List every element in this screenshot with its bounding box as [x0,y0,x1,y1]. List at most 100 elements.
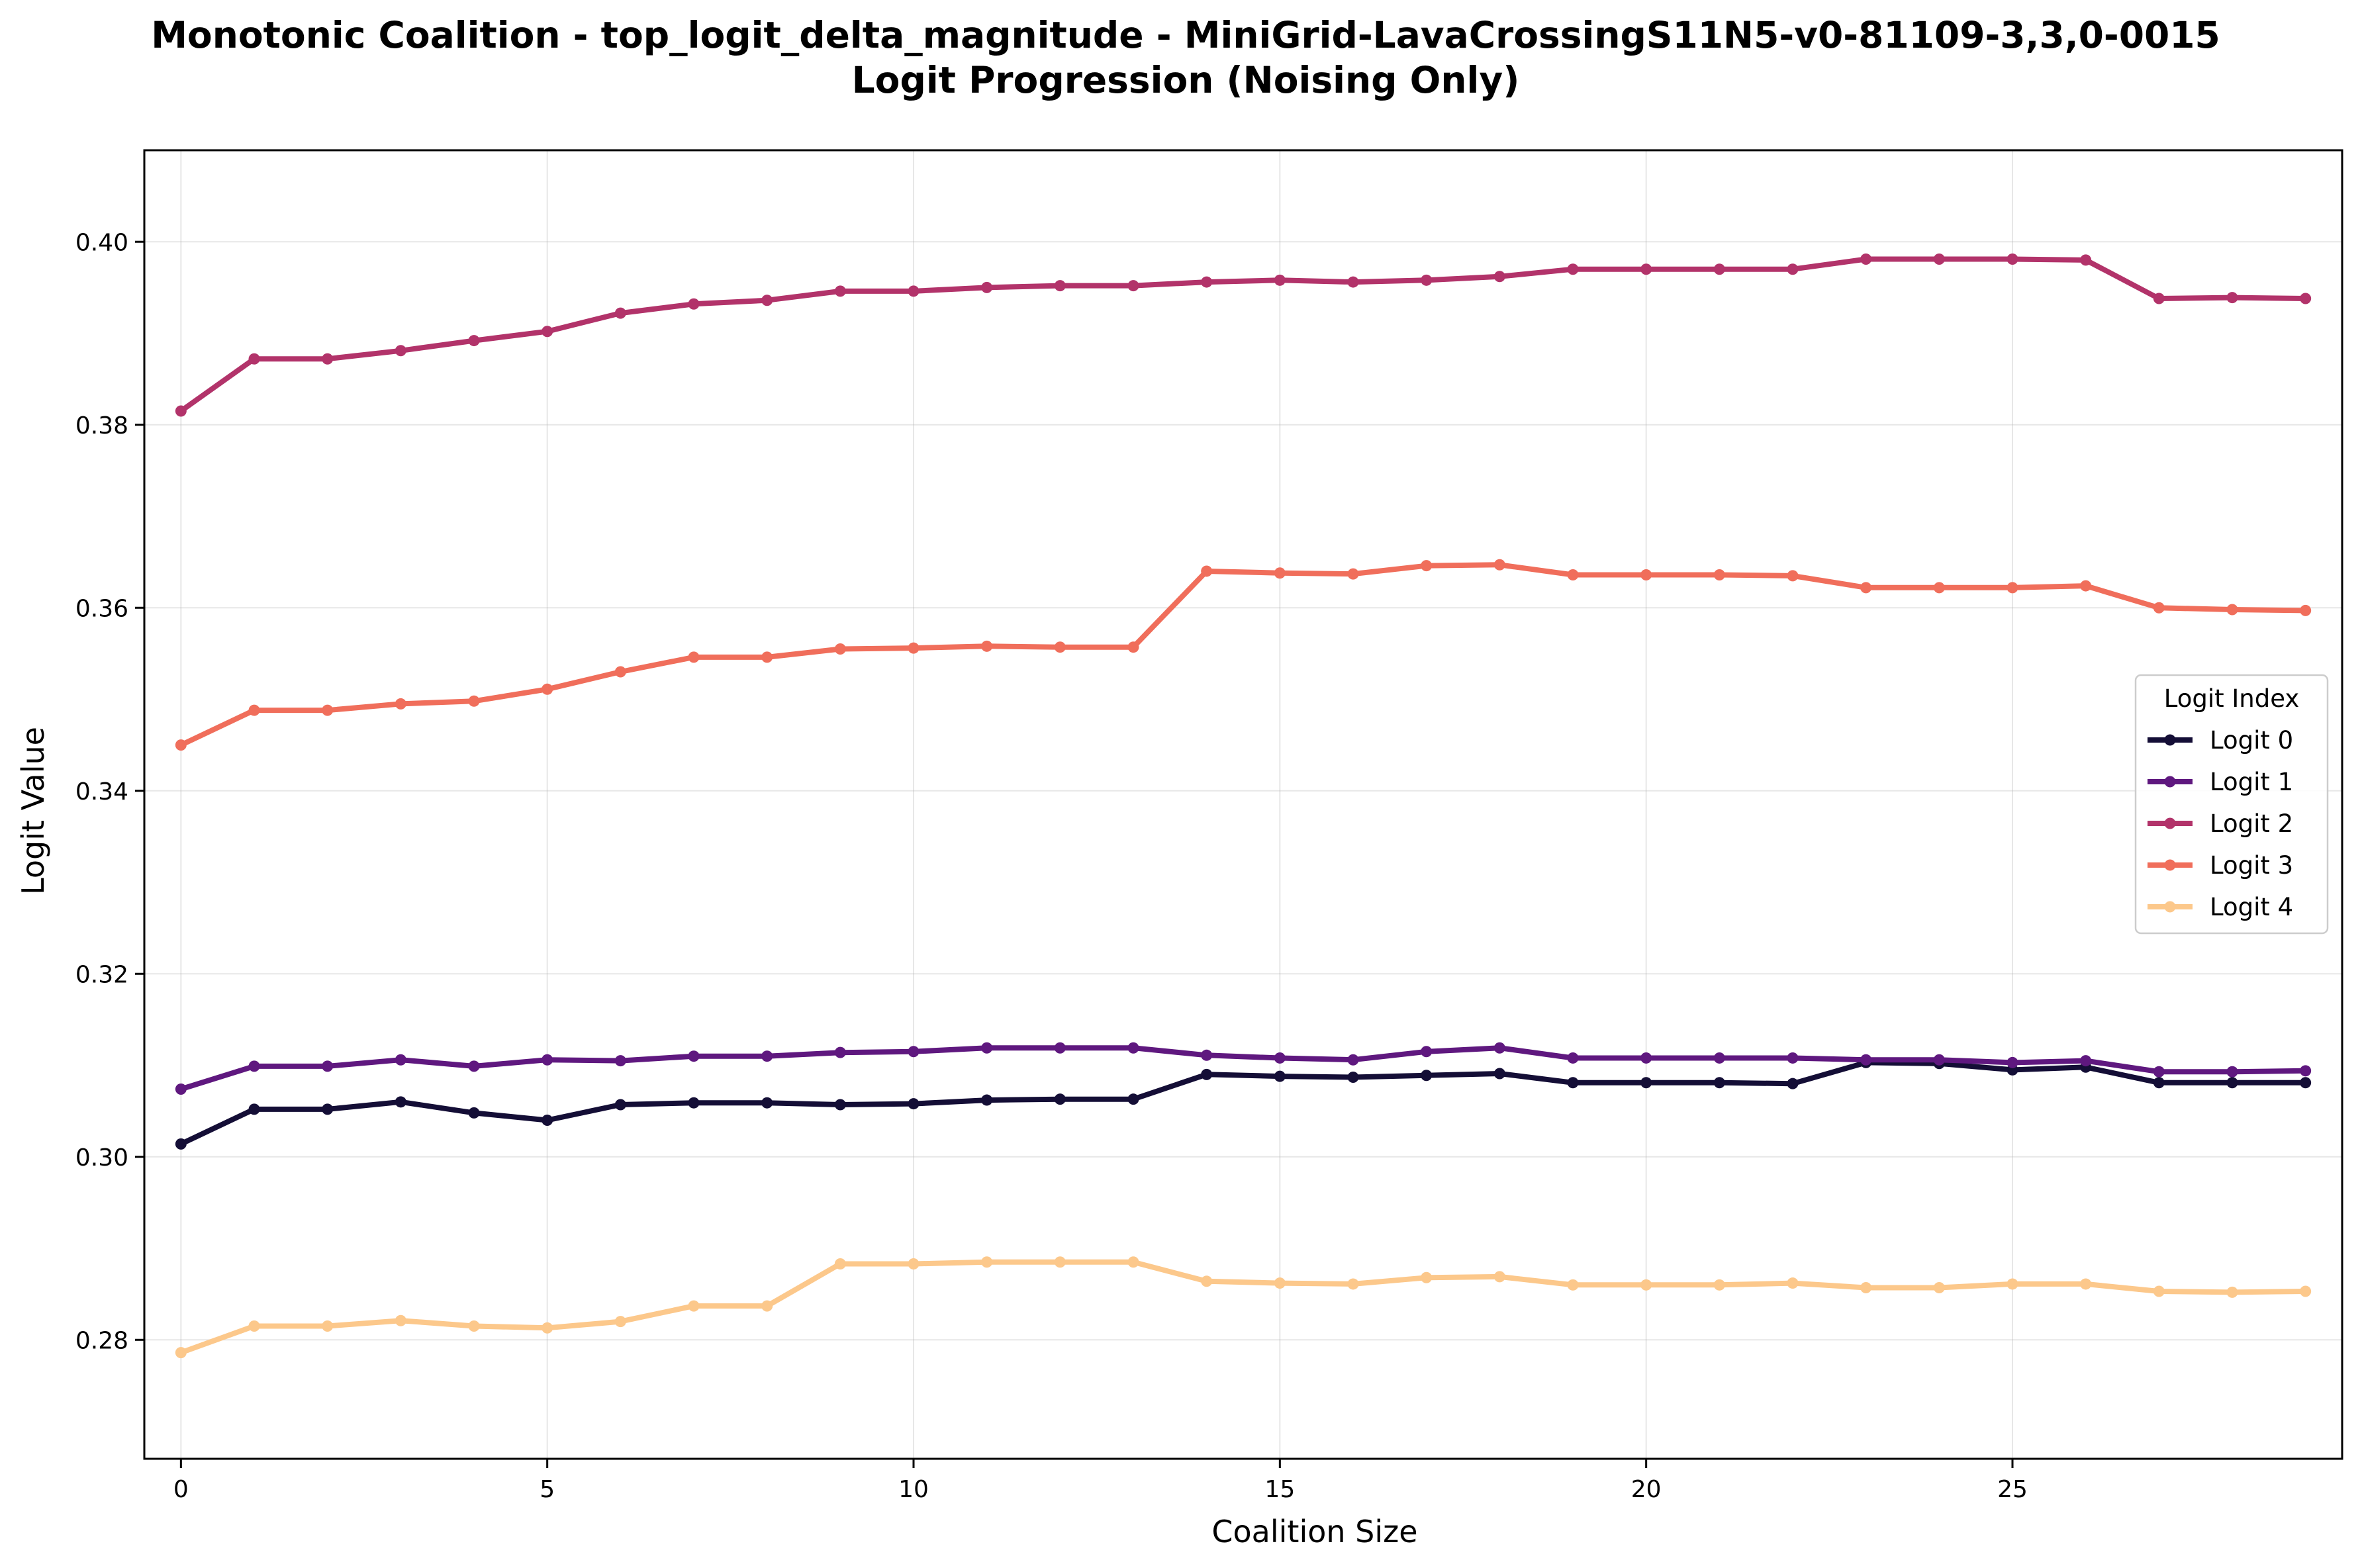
data-point [1347,568,1359,580]
data-point [1860,254,1872,265]
data-point [1127,280,1139,292]
data-point [542,683,553,695]
legend-label: Logit 3 [2210,851,2293,880]
data-point [1567,1052,1579,1064]
data-point [2153,602,2165,614]
data-point [542,1322,553,1334]
data-point [2007,1278,2018,1290]
series-line [178,1060,2308,1147]
plot-area-frame [143,149,2343,1460]
data-point [1860,1054,1872,1066]
y-tick-label: 0.28 [75,1327,128,1354]
data-point [1421,1070,1433,1082]
series-line [178,1045,2308,1092]
legend-label: Logit 1 [2210,768,2293,796]
data-point [2226,1077,2238,1089]
data-point [2080,1278,2092,1290]
data-point [834,1099,846,1111]
data-point [1713,1279,1725,1291]
data-point [1054,280,1066,292]
data-point [1567,1279,1579,1291]
data-point [1274,1052,1286,1064]
data-point [1274,567,1286,579]
data-point [322,1103,334,1115]
x-tick-label: 0 [173,1476,189,1503]
data-point [1787,570,1799,582]
data-point [1860,1281,1872,1293]
data-point [2007,254,2018,265]
data-point [1421,1271,1433,1283]
data-point [2226,604,2238,616]
data-point [981,281,993,293]
y-tick-label: 0.40 [75,229,128,256]
series-0 [175,1056,2312,1150]
data-point [761,1050,773,1062]
legend-item: Logit 0 [2148,726,2293,755]
data-point [908,1258,920,1270]
data-point [614,1316,626,1328]
data-point [1493,271,1505,283]
data-point [2153,1285,2165,1297]
data-point [2300,1065,2312,1077]
data-point [1640,1279,1652,1291]
data-point [395,698,406,710]
data-point [2300,293,2312,304]
data-point [175,1083,187,1095]
y-tick-label: 0.34 [75,778,128,806]
data-point [1421,560,1433,572]
data-point [175,405,187,417]
data-point [248,704,260,716]
data-point [542,326,553,338]
y-axis-ticks: 0.28 0.30 0.32 0.34 0.36 0.38 0.40 [75,229,144,1354]
data-point [1787,263,1799,275]
data-point [1347,276,1359,288]
data-point [395,1054,406,1066]
data-point [1201,1275,1213,1287]
legend-item: Logit 4 [2148,893,2293,921]
data-point [1713,1077,1725,1089]
legend-label: Logit 0 [2210,726,2293,755]
data-point [981,640,993,652]
data-point [1347,1278,1359,1290]
y-tick-label: 0.38 [75,412,128,439]
data-point [2300,604,2312,616]
data-point [614,1055,626,1067]
x-axis-ticks: 0 5 10 15 20 25 [173,1459,2028,1503]
data-point [1274,1277,1286,1289]
data-point [1713,569,1725,580]
data-point [468,1107,480,1119]
data-point [2153,293,2165,304]
data-point [1787,1078,1799,1089]
data-point [542,1114,553,1126]
data-point [1787,1052,1799,1064]
data-point [1933,1281,1945,1293]
data-point [1054,1093,1066,1105]
data-point [908,1098,920,1110]
data-point [834,643,846,655]
data-point [1640,263,1652,275]
data-point [1347,1071,1359,1083]
data-point [614,307,626,319]
data-point [1713,263,1725,275]
x-tick-label: 20 [1631,1476,1662,1503]
data-point [688,1300,700,1312]
series-1 [175,1042,2312,1095]
data-point [2007,582,2018,594]
data-point [1421,274,1433,286]
data-point [175,739,187,751]
data-point [1127,1256,1139,1268]
data-point [395,345,406,357]
data-point [761,651,773,663]
data-point [1347,1054,1359,1066]
x-tick-label: 5 [540,1476,555,1503]
grid [144,150,2342,1459]
data-point [1274,274,1286,286]
series-3 [175,559,2312,751]
data-point [1201,1068,1213,1080]
data-point [981,1042,993,1054]
data-point [1054,1256,1066,1268]
data-point [1640,1052,1652,1064]
data-point [2080,580,2092,592]
data-point [2226,292,2238,304]
